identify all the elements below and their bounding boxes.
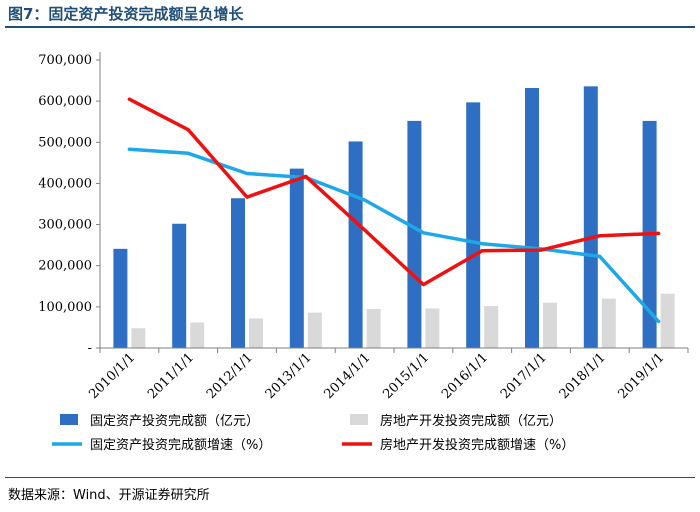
bar-real-estate [131, 328, 146, 348]
legend: 固定资产投资完成额（亿元） 房地产开发投资完成额（亿元） 固定资产投资完成额增速（%… [52, 413, 574, 453]
legend-label: 房地产开发投资完成额增速（%） [380, 437, 574, 453]
y-tick-label: 600,000 [38, 94, 92, 109]
y-tick-label: 400,000 [38, 176, 92, 191]
x-tick-label: 2017/1/1 [498, 350, 550, 402]
legend-label: 固定资产投资完成额增速（%） [90, 437, 271, 453]
bar-real-estate [249, 318, 263, 348]
bar-fixed-asset [172, 223, 187, 348]
bar-fixed-asset [348, 141, 363, 348]
legend-swatch [350, 414, 368, 425]
bars-layer [113, 86, 675, 349]
y-tick-label: 100,000 [38, 300, 92, 315]
x-axis: 2010/1/1 2011/1/1 2012/1/1 2013/1/1 2014/1/1… [86, 350, 667, 402]
x-tick-label: 2014/1/1 [322, 350, 374, 402]
bar-real-estate [601, 298, 616, 348]
bar-real-estate [425, 308, 440, 348]
figure-title: 图7：固定资产投资完成额呈负增长 [8, 5, 244, 23]
x-tick-label: 2013/1/1 [263, 350, 315, 402]
bar-real-estate [307, 312, 322, 348]
bar-real-estate [366, 308, 381, 348]
bar-fixed-asset [289, 168, 304, 348]
bar-real-estate [543, 302, 557, 348]
y-tick-label: 500,000 [38, 135, 92, 150]
legend-label: 固定资产投资完成额（亿元） [90, 413, 259, 429]
axes-layer [96, 52, 689, 353]
x-tick-label: 2018/1/1 [557, 350, 609, 402]
bar-fixed-asset [583, 86, 598, 349]
y-axis: - 100,000 200,000 300,000 400,000 500,000 600,… [38, 53, 92, 356]
bar-fixed-asset [525, 87, 539, 348]
lines-layer [127, 97, 661, 324]
bar-real-estate [190, 322, 205, 348]
bar-fixed-asset [466, 102, 481, 349]
line-real-estate-growth [127, 97, 661, 287]
y-tick-label: 300,000 [38, 218, 92, 233]
legend-swatch [60, 414, 78, 425]
legend-label: 房地产开发投资完成额（亿元） [380, 413, 562, 429]
x-tick-label: 2016/1/1 [439, 350, 491, 402]
x-tick-label: 2010/1/1 [86, 350, 138, 402]
x-tick-label: 2019/1/1 [616, 350, 668, 402]
chart-canvas: - 100,000 200,000 300,000 400,000 500,000 600,… [38, 52, 689, 453]
bar-fixed-asset [407, 120, 422, 349]
x-tick-label: 2011/1/1 [145, 350, 197, 402]
bar-real-estate [484, 306, 499, 348]
bar-real-estate [660, 293, 675, 348]
title-divider [5, 26, 695, 28]
bar-fixed-asset [113, 248, 128, 348]
bar-fixed-asset [231, 198, 245, 348]
y-tick-label: 700,000 [38, 53, 92, 68]
x-tick-label: 2015/1/1 [380, 350, 432, 402]
y-tick-label: - [88, 341, 92, 356]
source-divider [5, 477, 695, 478]
line-fixed-asset-growth [127, 147, 661, 324]
y-tick-label: 200,000 [38, 259, 92, 274]
x-tick-label: 2012/1/1 [204, 350, 256, 402]
source-note: 数据来源：Wind、开源证券研究所 [8, 488, 210, 503]
